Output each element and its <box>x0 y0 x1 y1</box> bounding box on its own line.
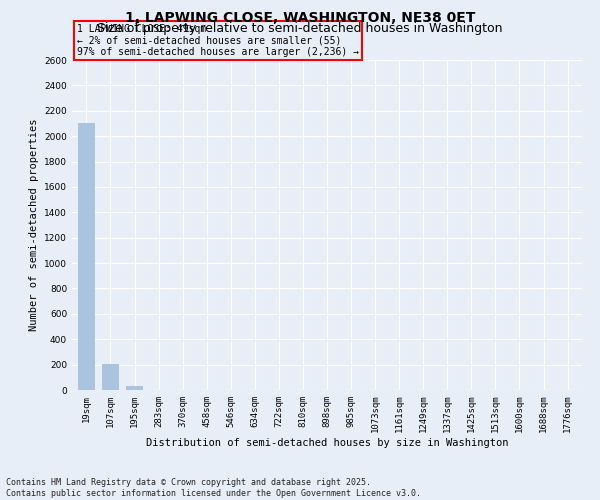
Bar <box>78 124 95 390</box>
Text: 1 LAPWING CLOSE: 49sqm
← 2% of semi-detached houses are smaller (55)
97% of semi: 1 LAPWING CLOSE: 49sqm ← 2% of semi-deta… <box>77 24 359 56</box>
Text: Contains HM Land Registry data © Crown copyright and database right 2025.
Contai: Contains HM Land Registry data © Crown c… <box>6 478 421 498</box>
Bar <box>102 364 119 390</box>
X-axis label: Distribution of semi-detached houses by size in Washington: Distribution of semi-detached houses by … <box>146 438 508 448</box>
Text: Size of property relative to semi-detached houses in Washington: Size of property relative to semi-detach… <box>97 22 503 35</box>
Bar <box>126 386 143 390</box>
Y-axis label: Number of semi-detached properties: Number of semi-detached properties <box>29 118 38 331</box>
Text: 1, LAPWING CLOSE, WASHINGTON, NE38 0ET: 1, LAPWING CLOSE, WASHINGTON, NE38 0ET <box>125 11 475 25</box>
